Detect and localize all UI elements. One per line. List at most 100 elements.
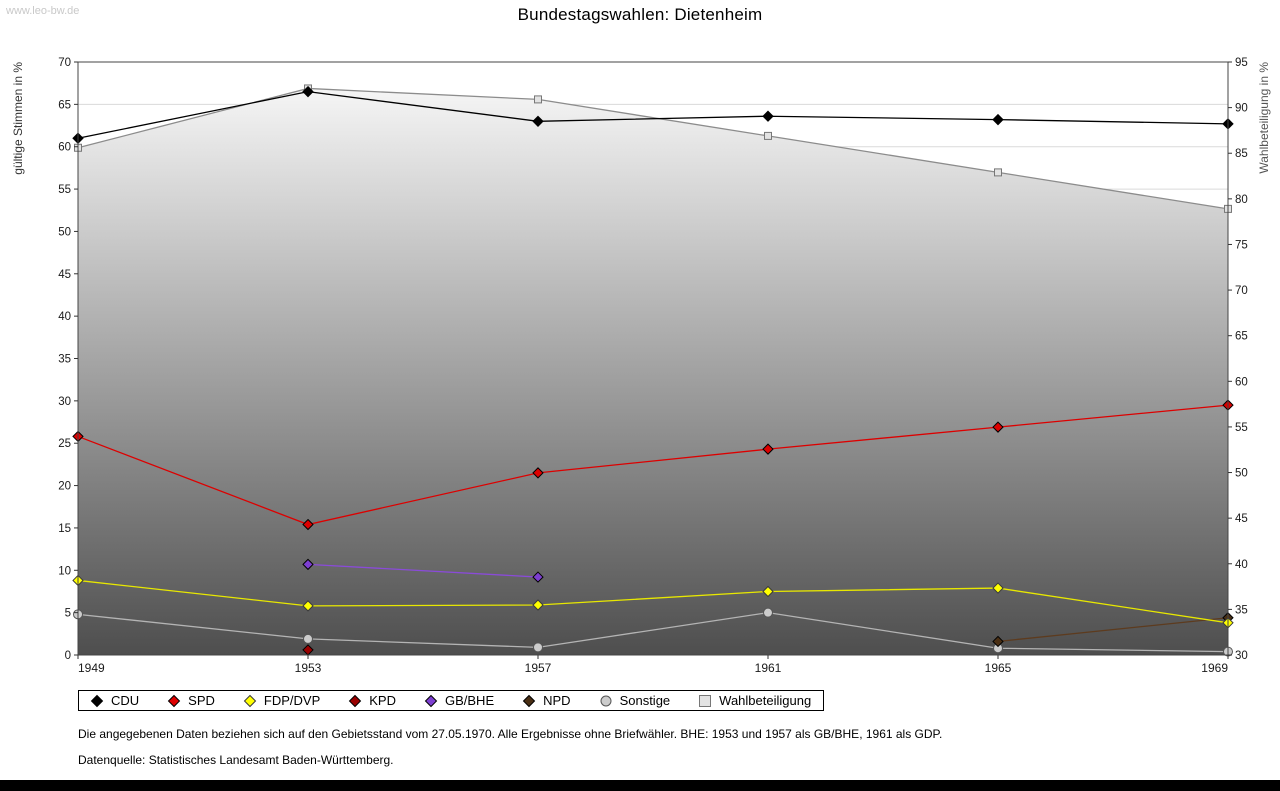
legend-item-npd: NPD — [521, 693, 571, 708]
right-tick-label: 55 — [1235, 422, 1248, 434]
legend-item-kpd: KPD — [347, 693, 396, 708]
right-tick-label: 35 — [1235, 604, 1248, 616]
left-tick-label: 25 — [58, 438, 71, 450]
legend-item-spd: SPD — [166, 693, 215, 708]
right-tick-label: 75 — [1235, 239, 1248, 251]
marker-diamond — [992, 582, 1004, 594]
series-line — [77, 87, 1229, 210]
right-tick-label: 30 — [1235, 650, 1248, 662]
marker-diamond — [762, 443, 774, 455]
left-tick-label: 35 — [58, 354, 71, 366]
series-wahlbeteiligung — [74, 84, 1232, 656]
marker-square — [994, 168, 1002, 177]
series-line — [77, 90, 1229, 139]
marker-diamond — [532, 599, 544, 611]
x-tick-label: 1957 — [525, 661, 552, 675]
wahlbeteiligung-area — [78, 88, 1228, 656]
square-symbol-icon — [697, 694, 713, 708]
series-cdu — [72, 85, 1234, 144]
right-tick-label: 60 — [1235, 376, 1248, 388]
right-tick-label: 70 — [1235, 285, 1248, 297]
election-line-chart: 0 5 10 15 20 25 30 35 40 45 50 55 60 65 70 30 35 40 45 50 55… — [11, 57, 1271, 675]
diamond-symbol-icon — [423, 694, 439, 708]
marker-circle — [533, 642, 543, 653]
diamond-symbol-icon — [521, 694, 537, 708]
marker-diamond — [532, 571, 544, 583]
right-tick-label: 40 — [1235, 559, 1248, 571]
left-axis-title: gültige Stimmen in % — [11, 62, 25, 175]
left-tick-label: 60 — [58, 142, 71, 154]
left-tick-label: 5 — [65, 608, 71, 620]
marker-diamond — [302, 518, 314, 531]
right-tick-label: 90 — [1235, 103, 1248, 115]
marker-diamond — [532, 115, 544, 128]
marker-square — [534, 95, 542, 104]
legend: CDU SPD FDP/DVP KPD GB/BHE NPD Sonstige Wahlbet… — [78, 690, 825, 711]
series-line — [77, 404, 1229, 526]
marker-diamond — [762, 585, 774, 598]
left-tick-label: 65 — [58, 99, 71, 111]
left-tick-label: 10 — [58, 565, 71, 577]
series-line — [77, 611, 1229, 653]
right-tick-label: 95 — [1235, 57, 1248, 69]
marker-square — [764, 131, 772, 140]
page-title: Bundestagswahlen: Dietenheim — [517, 5, 763, 24]
legend-label: KPD — [369, 693, 396, 708]
axes: 0 5 10 15 20 25 30 35 40 45 50 55 60 65 70 30 35 40 45 50 55… — [58, 57, 1248, 675]
marker-diamond — [302, 85, 314, 98]
marker-diamond — [762, 110, 774, 122]
series-gb-bhe — [302, 558, 544, 583]
marker-diamond — [992, 421, 1004, 433]
diamond-symbol-icon — [347, 694, 363, 708]
x-tick-label: 1969 — [1201, 661, 1228, 675]
legend-item-sonstige: Sonstige — [598, 693, 671, 708]
marker-diamond — [302, 600, 314, 612]
series-spd — [72, 399, 1234, 531]
left-tick-label: 40 — [58, 311, 71, 323]
x-tick-label: 1961 — [755, 661, 782, 675]
left-tick-label: 0 — [65, 650, 71, 662]
legend-label: Sonstige — [619, 693, 671, 708]
marker-diamond — [302, 558, 314, 571]
right-tick-label: 50 — [1235, 468, 1248, 480]
diamond-symbol-icon — [166, 694, 182, 708]
bottom-bar — [0, 780, 1280, 791]
legend-label: CDU — [111, 693, 140, 708]
legend-label: SPD — [188, 693, 215, 708]
left-tick-label: 55 — [58, 184, 71, 196]
marker-circle — [763, 607, 773, 618]
marker-diamond — [532, 467, 544, 479]
left-tick-label: 50 — [58, 226, 71, 238]
legend-label: NPD — [543, 693, 571, 708]
left-tick-label: 30 — [58, 396, 71, 408]
marker-diamond — [992, 113, 1004, 126]
legend-item-gb-bhe: GB/BHE — [423, 693, 494, 708]
legend-label: Wahlbeteiligung — [719, 693, 812, 708]
legend-label: FDP/DVP — [263, 693, 321, 708]
right-tick-label: 80 — [1235, 194, 1248, 206]
left-tick-label: 15 — [58, 523, 71, 535]
series-line — [997, 617, 1229, 643]
right-tick-label: 85 — [1235, 148, 1248, 160]
circle-symbol-icon — [598, 694, 614, 708]
left-tick-label: 70 — [58, 57, 71, 69]
legend-item-fdp-dvp: FDP/DVP — [242, 693, 320, 708]
right-axis-title: Wahlbeteiligung in % — [1257, 62, 1271, 174]
legend-item-wahlbeteiligung: Wahlbeteiligung — [697, 693, 811, 708]
series-line — [77, 579, 1229, 624]
legend-item-cdu: CDU — [89, 693, 139, 708]
right-tick-label: 65 — [1235, 331, 1248, 343]
x-tick-label: 1965 — [985, 661, 1012, 675]
x-tick-label: 1949 — [78, 661, 105, 675]
watermark-leo-bw: www.leo-bw.de — [6, 5, 80, 17]
x-tick-label: 1953 — [295, 661, 322, 675]
legend-label: GB/BHE — [444, 693, 495, 708]
right-tick-label: 45 — [1235, 513, 1248, 525]
diamond-symbol-icon — [89, 694, 105, 708]
left-tick-label: 20 — [58, 481, 71, 493]
diamond-symbol-icon — [242, 694, 258, 708]
marker-diamond — [992, 635, 1004, 648]
marker-circle — [303, 633, 313, 644]
footnote-gebietsstand: Die angegebenen Daten beziehen sich auf … — [78, 727, 943, 741]
footnote-datenquelle: Datenquelle: Statistisches Landesamt Bad… — [78, 753, 394, 767]
